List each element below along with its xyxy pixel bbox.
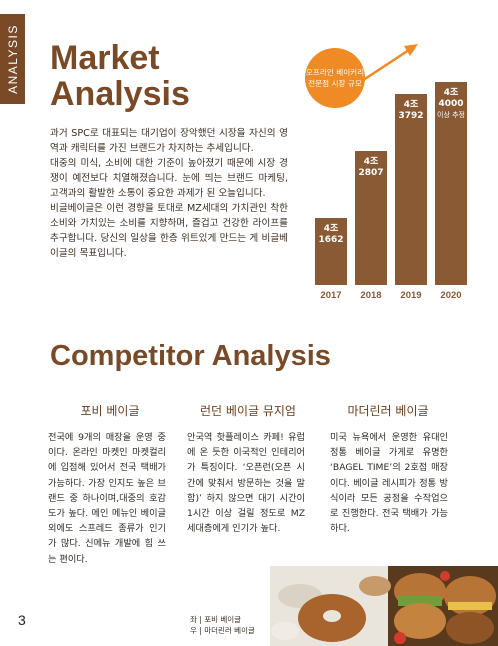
bagel-photo-illustration [270,566,498,646]
competitor-description: 미국 뉴욕에서 운영한 유대인 정통 베이글 가게로 유명한 ‘BAGEL TI… [330,432,448,535]
page-number: 3 [18,612,26,628]
market-title-line2: Analysis [50,75,190,113]
chart-title-bubble: 오프라인 베이커리 전문점 시장 규모 [305,48,365,108]
chart-tick-label: 2019 [400,290,422,301]
market-paragraph: 대중의 미식, 소비에 대한 기준이 높아졌기 때문에 시장 경쟁이 예전보다 … [50,158,288,199]
chart-title: 오프라인 베이커리 전문점 시장 규모 [305,68,365,88]
competitor-name: 포비 베이글 [80,404,140,418]
competitor-name: 런던 베이글 뮤지엄 [200,404,296,418]
chart-bar [355,151,387,285]
chart-data-label: 4조 4000 이상 추정 [437,88,465,120]
chart-bar [315,217,347,285]
caption-left: 좌 | 포비 베이글 [190,615,242,624]
photo-caption: 좌 | 포비 베이글 우 | 마더린러 베이글 [190,614,255,636]
chart-bar [395,94,427,285]
market-paragraph: 과거 SPC로 대표되는 대기업이 장악했던 시장을 자신의 영역과 캐릭터를 … [50,128,288,154]
competitor-description: 전국에 9개의 매장을 운영 중이다. 온라인 마켓인 마켓컬리에 입점해 있어… [48,432,166,565]
market-title: Market Analysis [50,40,250,112]
market-body: 과거 SPC로 대표되는 대기업이 장악했던 시장을 자신의 영역과 캐릭터를 … [50,126,288,261]
bagel-photo [270,566,498,646]
chart-tick-label: 2018 [360,290,382,301]
side-tab: ANALYSIS [0,14,25,104]
market-title-line1: Market [50,39,160,77]
caption-right: 우 | 마더린러 베이글 [190,626,255,635]
competitor-description: 안국역 핫플레이스 카페! 유럽에 온 듯한 이국적인 인테리어가 특징이다. … [187,432,305,535]
chart-data-label: 4조 3792 [398,100,424,122]
competitor-title: Competitor Analysis [50,340,331,372]
chart-tick-label: 2017 [320,290,342,301]
side-tab-label: ANALYSIS [5,24,20,94]
chart-data-label: 4조 1662 [318,223,344,245]
market-paragraph: 비글베이글은 이런 경향을 토대로 MZ세대의 가치관인 착한 소비와 가치있는… [50,203,288,259]
chart-data-label: 4조 2807 [358,157,384,179]
chart-bar [435,82,467,285]
competitor-name: 마더린러 베이글 [347,404,429,418]
chart-tick-label: 2020 [440,290,462,301]
